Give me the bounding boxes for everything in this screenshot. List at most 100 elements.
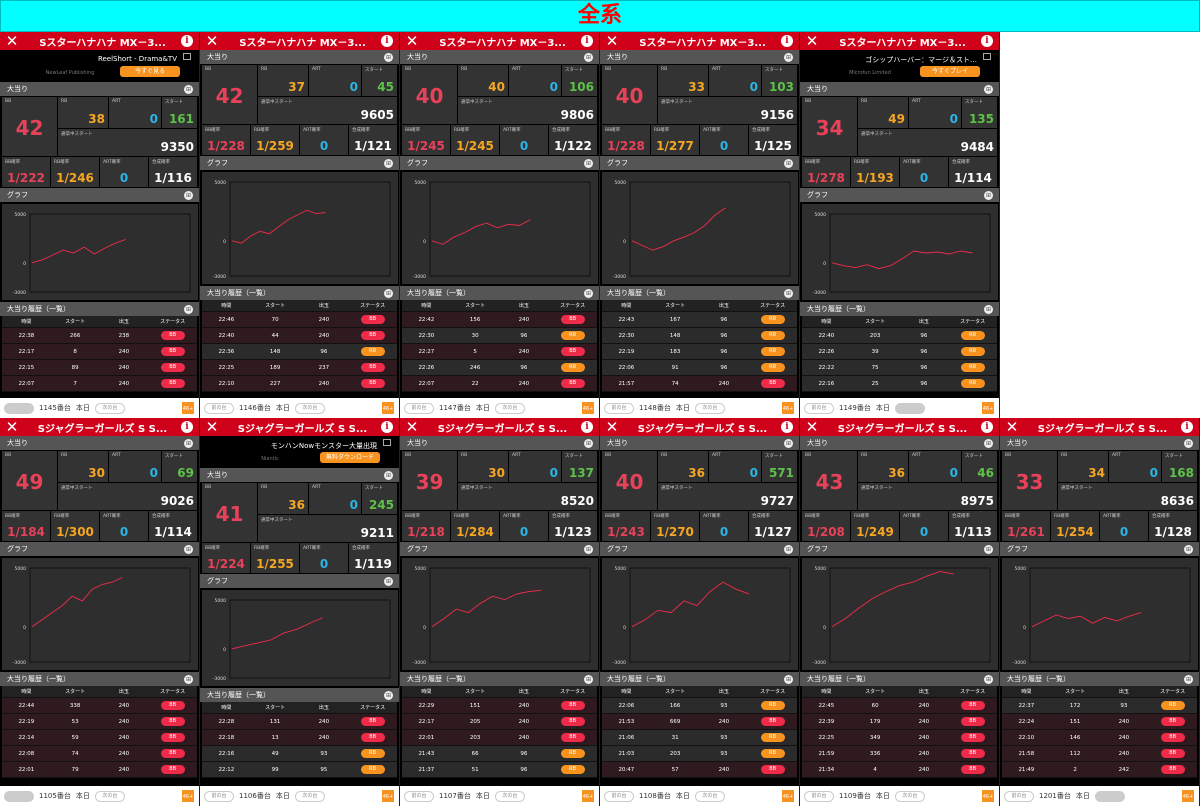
close-icon[interactable]: ✕ (805, 32, 819, 50)
info-icon[interactable]: i (581, 421, 593, 433)
next-machine-button[interactable]: 次の台 (94, 790, 125, 802)
prev-machine-button[interactable]: 前の台 (604, 790, 634, 802)
grid-icon[interactable]: ⊞ (784, 544, 793, 554)
prev-machine-button[interactable]: 前の台 (604, 402, 634, 414)
section-history[interactable]: 大当り履歴（一覧） ⊞ (400, 286, 599, 300)
grid-icon[interactable]: ⊞ (584, 438, 593, 448)
section-graph[interactable]: グラフ ⊞ (0, 542, 199, 556)
prev-machine-button[interactable]: 前の台 (404, 402, 434, 414)
next-machine-button[interactable]: 次の台 (694, 402, 725, 414)
info-icon[interactable]: i (581, 35, 593, 47)
section-jackpot[interactable]: 大当り ⊞ (200, 50, 399, 64)
grid-icon[interactable]: ⊞ (784, 158, 793, 168)
close-icon[interactable]: ✕ (205, 418, 219, 436)
grid-icon[interactable]: ⊞ (584, 52, 593, 62)
section-history[interactable]: 大当り履歴（一覧） ⊞ (400, 672, 599, 686)
section-graph[interactable]: グラフ ⊞ (400, 542, 599, 556)
section-graph[interactable]: グラフ ⊞ (200, 156, 399, 170)
info-icon[interactable]: i (381, 35, 393, 47)
grid-icon[interactable]: ⊞ (784, 52, 793, 62)
section-history[interactable]: 大当り履歴（一覧） ⊞ (600, 286, 799, 300)
section-jackpot[interactable]: 大当り ⊞ (0, 82, 199, 96)
grid-icon[interactable]: ⊞ (984, 438, 993, 448)
section-graph[interactable]: グラフ ⊞ (600, 156, 799, 170)
section-jackpot[interactable]: 大当り ⊞ (400, 436, 599, 450)
app-badge-icon[interactable]: 46+ (1182, 790, 1194, 802)
grid-icon[interactable]: ⊞ (784, 674, 793, 684)
section-history[interactable]: 大当り履歴（一覧） ⊞ (200, 688, 399, 702)
section-history[interactable]: 大当り履歴（一覧） ⊞ (200, 286, 399, 300)
ad-choices-icon[interactable] (983, 53, 991, 60)
ad-cta-button[interactable]: 無料ダウンロード (320, 452, 380, 463)
ad-choices-icon[interactable] (383, 439, 391, 446)
section-jackpot[interactable]: 大当り ⊞ (600, 50, 799, 64)
section-graph[interactable]: グラフ ⊞ (1000, 542, 1199, 556)
grid-icon[interactable]: ⊞ (984, 190, 993, 200)
section-jackpot[interactable]: 大当り ⊞ (800, 436, 999, 450)
grid-icon[interactable]: ⊞ (384, 158, 393, 168)
grid-icon[interactable]: ⊞ (984, 84, 993, 94)
grid-icon[interactable]: ⊞ (584, 288, 593, 298)
grid-icon[interactable]: ⊞ (184, 304, 193, 314)
close-icon[interactable]: ✕ (5, 32, 19, 50)
ad-banner[interactable]: モンハンNowモンスター大量出現 Niantic 無料ダウンロード (200, 436, 399, 468)
section-history[interactable]: 大当り履歴（一覧） ⊞ (600, 672, 799, 686)
grid-icon[interactable]: ⊞ (784, 438, 793, 448)
grid-icon[interactable]: ⊞ (984, 544, 993, 554)
app-badge-icon[interactable]: 46+ (182, 402, 194, 414)
next-machine-button[interactable]: 次の台 (694, 790, 725, 802)
close-icon[interactable]: ✕ (805, 418, 819, 436)
section-jackpot[interactable]: 大当り ⊞ (200, 468, 399, 482)
app-badge-icon[interactable]: 46+ (982, 790, 994, 802)
app-badge-icon[interactable]: 46+ (182, 790, 194, 802)
section-jackpot[interactable]: 大当り ⊞ (400, 50, 599, 64)
prev-machine-button[interactable]: 前の台 (1004, 790, 1034, 802)
grid-icon[interactable]: ⊞ (984, 674, 993, 684)
grid-icon[interactable]: ⊞ (184, 674, 193, 684)
section-jackpot[interactable]: 大当り ⊞ (0, 436, 199, 450)
info-icon[interactable]: i (381, 421, 393, 433)
close-icon[interactable]: ✕ (1005, 418, 1019, 436)
next-machine-button[interactable]: 次の台 (894, 790, 925, 802)
info-icon[interactable]: i (981, 35, 993, 47)
grid-icon[interactable]: ⊞ (184, 84, 193, 94)
ad-choices-icon[interactable] (183, 53, 191, 60)
section-history[interactable]: 大当り履歴（一覧） ⊞ (1000, 672, 1199, 686)
prev-machine-button[interactable]: 前の台 (804, 402, 834, 414)
close-icon[interactable]: ✕ (405, 32, 419, 50)
grid-icon[interactable]: ⊞ (784, 288, 793, 298)
ad-banner[interactable]: ReelShort - Drama&TV NewLeaf Publishing 今す… (0, 50, 199, 82)
info-icon[interactable]: i (1181, 421, 1193, 433)
next-machine-button[interactable]: 次の台 (494, 790, 525, 802)
grid-icon[interactable]: ⊞ (1184, 544, 1193, 554)
grid-icon[interactable]: ⊞ (384, 470, 393, 480)
next-machine-button[interactable]: 次の台 (294, 402, 325, 414)
app-badge-icon[interactable]: 46+ (582, 402, 594, 414)
section-history[interactable]: 大当り履歴（一覧） ⊞ (0, 302, 199, 316)
info-icon[interactable]: i (181, 421, 193, 433)
section-graph[interactable]: グラフ ⊞ (800, 188, 999, 202)
next-machine-button[interactable]: 次の台 (894, 402, 925, 414)
close-icon[interactable]: ✕ (5, 418, 19, 436)
info-icon[interactable]: i (781, 421, 793, 433)
ad-cta-button[interactable]: 今すぐ見る (120, 66, 180, 77)
grid-icon[interactable]: ⊞ (384, 288, 393, 298)
grid-icon[interactable]: ⊞ (584, 674, 593, 684)
grid-icon[interactable]: ⊞ (184, 544, 193, 554)
grid-icon[interactable]: ⊞ (384, 690, 393, 700)
ad-banner[interactable]: ゴシップハーバー：マージ＆スト… Microfun Limited 今すぐプレイ (800, 50, 999, 82)
section-jackpot[interactable]: 大当り ⊞ (1000, 436, 1199, 450)
app-badge-icon[interactable]: 46+ (782, 790, 794, 802)
next-machine-button[interactable]: 次の台 (494, 402, 525, 414)
section-history[interactable]: 大当り履歴（一覧） ⊞ (800, 672, 999, 686)
ad-cta-button[interactable]: 今すぐプレイ (920, 66, 980, 77)
info-icon[interactable]: i (781, 35, 793, 47)
grid-icon[interactable]: ⊞ (1184, 438, 1193, 448)
close-icon[interactable]: ✕ (405, 418, 419, 436)
grid-icon[interactable]: ⊞ (384, 52, 393, 62)
next-machine-button[interactable]: 次の台 (1094, 790, 1125, 802)
prev-machine-button[interactable]: 前の台 (404, 790, 434, 802)
grid-icon[interactable]: ⊞ (384, 576, 393, 586)
prev-machine-button[interactable]: 前の台 (804, 790, 834, 802)
prev-machine-button[interactable]: 前の台 (4, 402, 34, 414)
